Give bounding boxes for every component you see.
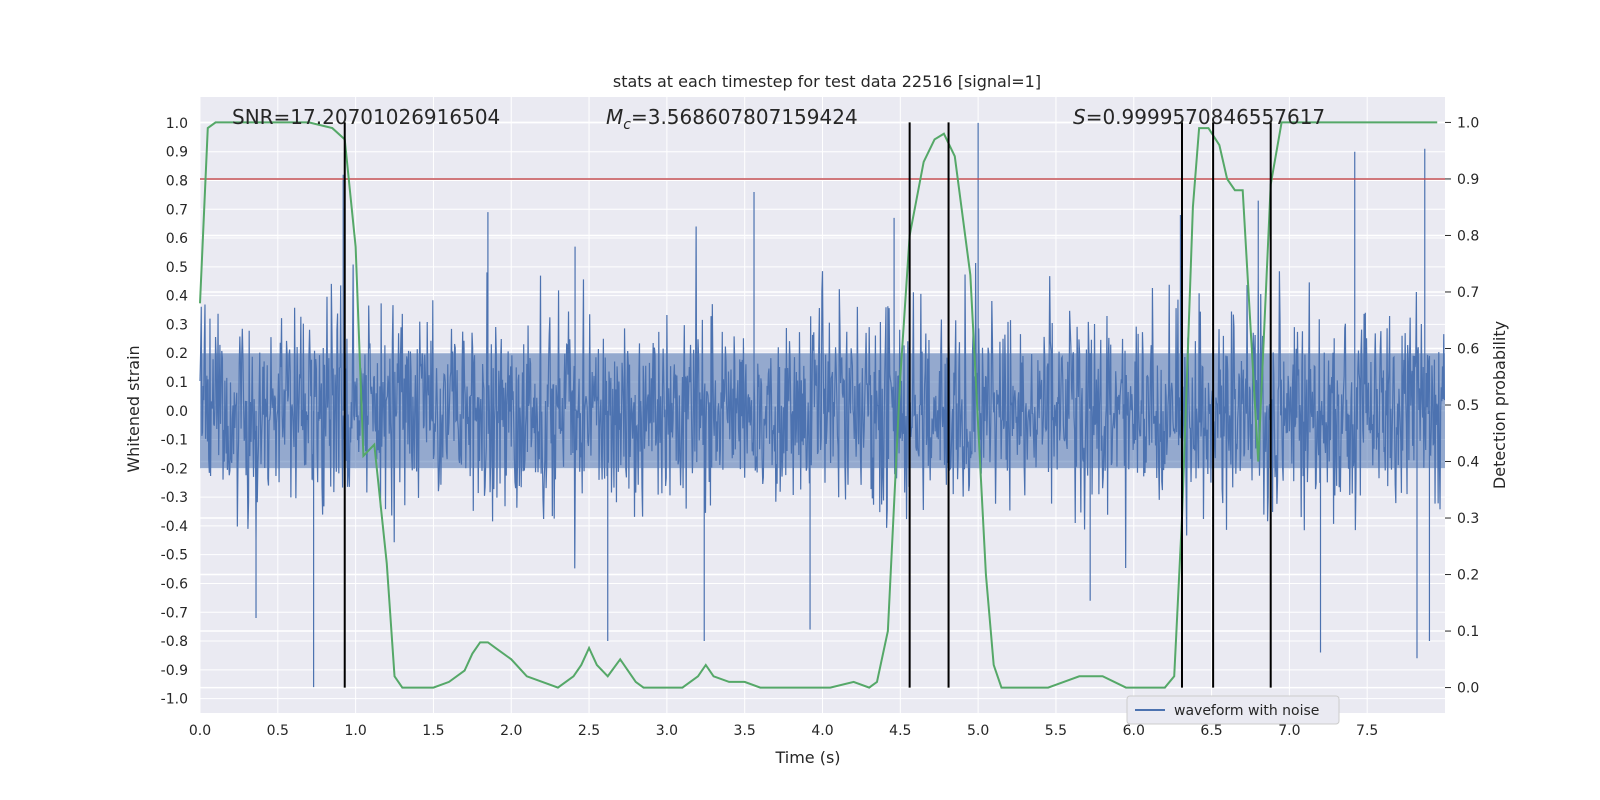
- x-tick-label: 0.5: [267, 723, 289, 739]
- x-tick-label: 3.0: [656, 723, 678, 739]
- score-value: =0.9999570846557617: [1086, 105, 1325, 129]
- x-tick-label: 6.5: [1200, 723, 1222, 739]
- y-tick-label: -0.5: [161, 548, 188, 564]
- x-tick-label: 5.0: [967, 723, 989, 739]
- right-tick-label: 0.0: [1457, 681, 1479, 697]
- waveform-series: [199, 122, 1445, 688]
- y-tick-label: 0.7: [166, 202, 188, 218]
- right-tick-label: 0.2: [1457, 568, 1479, 584]
- right-tick-label: 0.6: [1457, 341, 1479, 357]
- y-tick-label: 0.1: [166, 375, 188, 391]
- x-axis-label: Time (s): [774, 748, 840, 767]
- y-tick-label: 0.9: [166, 145, 188, 161]
- y-tick-label: -0.2: [161, 461, 188, 477]
- waveform-path: [199, 122, 1445, 688]
- y-tick-label: -0.6: [161, 576, 188, 592]
- y-tick-label: 0.0: [166, 404, 188, 420]
- legend-label: waveform with noise: [1174, 703, 1319, 719]
- x-tick-label: 1.0: [344, 723, 366, 739]
- chart-title: stats at each timestep for test data 225…: [613, 72, 1041, 91]
- x-tick-label: 1.5: [422, 723, 444, 739]
- y-tick-label: -0.9: [161, 663, 188, 679]
- chirp-mass-value: =3.568607807159424: [631, 105, 858, 129]
- snr-annotation: SNR=17.20701026916504: [232, 105, 500, 129]
- y-tick-label: -1.0: [161, 692, 188, 708]
- x-tick-label: 7.0: [1278, 723, 1300, 739]
- right-tick-label: 1.0: [1457, 115, 1479, 131]
- y-tick-label: 0.3: [166, 317, 188, 333]
- x-tick-label: 6.0: [1123, 723, 1145, 739]
- y-tick-label: 1.0: [166, 116, 188, 132]
- chirp-mass-symbol: M: [606, 105, 623, 129]
- chirp-mass-subscript: c: [623, 117, 631, 133]
- y-axis-ticks: -1.0 -0.9 -0.8 -0.7 -0.6 -0.5 -0.4 -0.3 -0.2 -0.1…: [161, 116, 188, 708]
- right-tick-label: 0.9: [1457, 172, 1479, 188]
- y-tick-label: 0.5: [166, 260, 188, 276]
- x-tick-label: 2.5: [578, 723, 600, 739]
- waveform-core-band: [200, 353, 1445, 469]
- y-tick-label: 0.8: [166, 173, 188, 189]
- y-axis-label: Whitened strain: [124, 345, 143, 472]
- legend-box: [1126, 695, 1340, 725]
- x-tick-label: 3.5: [734, 723, 756, 739]
- right-tick-label: 0.5: [1457, 398, 1479, 414]
- y-tick-label: 0.4: [166, 289, 188, 305]
- legend: waveform with noise: [1126, 695, 1340, 725]
- y-tick-label: -0.8: [161, 634, 188, 650]
- y-tick-label: -0.7: [161, 605, 188, 621]
- right-tick-label: 0.7: [1457, 285, 1479, 301]
- y-tick-label: -0.1: [161, 433, 188, 449]
- right-axis-ticks: 0.0 0.1 0.2 0.3 0.4 0.5 0.6 0.7 0.8 0.9 1.0: [1445, 115, 1479, 697]
- score-annotation: S=0.9999570846557617: [1073, 105, 1325, 129]
- x-tick-label: 0.0: [189, 723, 211, 739]
- x-axis-ticks: 0.0 0.5 1.0 1.5 2.0 2.5 3.0 3.5 4.0 4.5 5.0 5.5 6.0 6…: [189, 723, 1378, 739]
- y-tick-label: 0.2: [166, 346, 188, 362]
- score-symbol: S: [1073, 105, 1086, 129]
- y-tick-label: 0.6: [166, 231, 188, 247]
- y-tick-label: -0.3: [161, 490, 188, 506]
- right-tick-label: 0.1: [1457, 624, 1479, 640]
- chirp-mass-annotation: Mc=3.568607807159424: [606, 105, 858, 133]
- x-tick-label: 5.5: [1045, 723, 1067, 739]
- right-tick-label: 0.8: [1457, 228, 1479, 244]
- y-tick-label: -0.4: [161, 519, 188, 535]
- x-tick-label: 2.0: [500, 723, 522, 739]
- x-tick-label: 7.5: [1356, 723, 1378, 739]
- right-tick-label: 0.4: [1457, 455, 1479, 471]
- vertical-markers: [343, 122, 1272, 688]
- x-tick-label: 4.5: [889, 723, 911, 739]
- detection-probability-line: [199, 121, 1438, 689]
- right-axis-label: Detection probability: [1490, 321, 1509, 489]
- right-tick-label: 0.3: [1457, 511, 1479, 527]
- x-tick-label: 4.0: [811, 723, 833, 739]
